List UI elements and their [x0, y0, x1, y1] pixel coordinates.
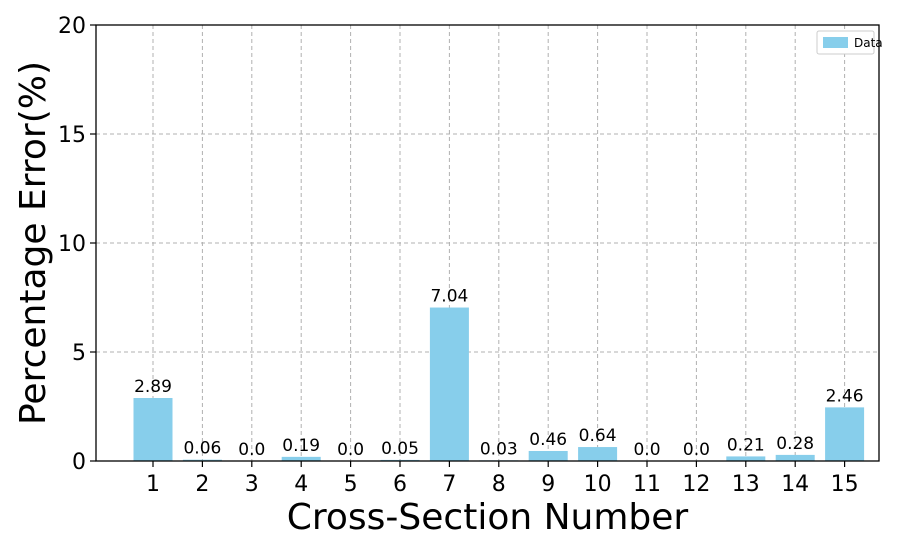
bar — [281, 456, 321, 461]
x-tick-label: 1 — [146, 472, 160, 497]
bar-value-label: 0.0 — [238, 440, 265, 460]
y-tick-label: 15 — [58, 123, 86, 148]
bar — [133, 397, 173, 461]
bar-value-label: 0.19 — [282, 436, 320, 456]
x-tick-label: 6 — [393, 472, 407, 497]
x-tick-label: 9 — [541, 472, 555, 497]
bar-value-label: 0.03 — [480, 439, 518, 459]
x-tick-label: 12 — [682, 472, 710, 497]
bar — [775, 454, 815, 461]
y-axis-ticks: 0 5 10 15 20 — [58, 14, 96, 475]
x-axis-ticks: 1 2 3 4 5 6 7 8 9 10 11 12 13 14 15 — [146, 461, 859, 497]
bar-value-label: 0.28 — [776, 434, 814, 454]
bar — [429, 307, 469, 461]
bar-value-label: 0.0 — [633, 440, 660, 460]
x-tick-label: 15 — [831, 472, 859, 497]
bars — [133, 307, 865, 461]
x-tick-label: 10 — [584, 472, 612, 497]
bar — [182, 459, 222, 461]
grid-lines — [96, 24, 879, 462]
x-tick-label: 14 — [781, 472, 809, 497]
y-axis-title: Percentage Error(%) — [13, 61, 54, 425]
x-axis-title: Cross-Section Number — [287, 497, 689, 538]
x-tick-label: 7 — [442, 472, 456, 497]
bar-value-label: 0.46 — [529, 430, 567, 450]
bar-value-label: 2.46 — [826, 386, 864, 406]
bar-value-label: 0.0 — [337, 440, 364, 460]
y-tick-label: 20 — [58, 14, 86, 39]
data-labels: 2.89 0.06 0.0 0.19 0.0 0.05 7.04 0.03 0.46 0.64 0.… — [134, 287, 863, 460]
bar — [578, 447, 618, 461]
bar-value-label: 0.05 — [381, 439, 419, 459]
y-tick-label: 0 — [72, 450, 86, 475]
x-tick-label: 3 — [245, 472, 259, 497]
x-tick-label: 13 — [732, 472, 760, 497]
x-tick-label: 11 — [633, 472, 661, 497]
bar — [528, 450, 568, 461]
bar — [726, 456, 766, 461]
legend-label: Data — [854, 36, 883, 50]
x-tick-label: 2 — [195, 472, 209, 497]
bar-value-label: 0.21 — [727, 435, 765, 455]
legend: Data — [816, 30, 883, 55]
bar-value-label: 0.0 — [683, 440, 710, 460]
bar-value-label: 2.89 — [134, 377, 172, 397]
x-tick-label: 4 — [294, 472, 308, 497]
legend-swatch — [823, 37, 848, 48]
x-tick-label: 8 — [492, 472, 506, 497]
bar-value-label: 7.04 — [430, 287, 468, 307]
y-tick-label: 5 — [72, 341, 86, 366]
bar-value-label: 0.64 — [579, 426, 617, 446]
bar — [825, 407, 865, 461]
x-tick-label: 5 — [344, 472, 358, 497]
y-tick-label: 10 — [58, 232, 86, 257]
bar-value-label: 0.06 — [183, 439, 221, 459]
